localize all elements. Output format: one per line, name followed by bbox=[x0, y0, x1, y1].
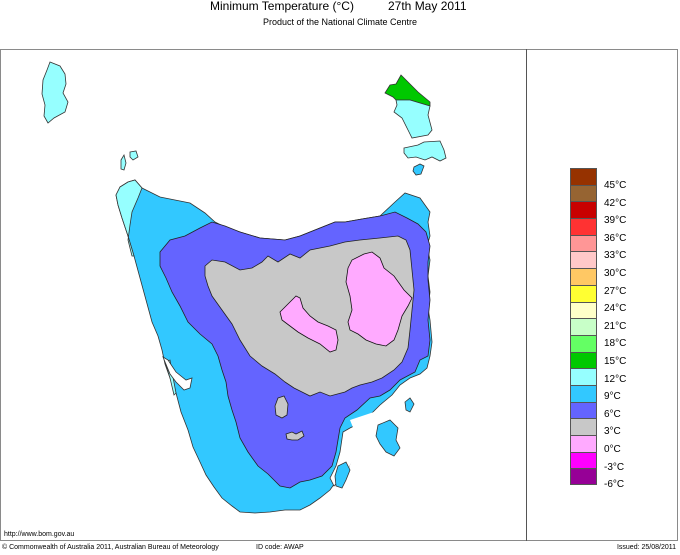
legend-swatch bbox=[570, 368, 597, 385]
legend-swatch bbox=[570, 234, 597, 252]
legend-label: -6°C bbox=[604, 479, 625, 491]
issued-date: Issued: 25/08/2011 bbox=[616, 544, 676, 551]
legend-label: 36°C bbox=[604, 232, 627, 244]
legend-color-bar bbox=[570, 168, 598, 486]
legend-swatch bbox=[570, 334, 597, 352]
legend-label: 12°C bbox=[604, 373, 627, 385]
legend-swatch bbox=[570, 218, 597, 235]
map-frame bbox=[0, 49, 678, 541]
legend-label: 18°C bbox=[604, 338, 627, 350]
king-island bbox=[41, 61, 69, 124]
legend-swatch bbox=[570, 301, 597, 319]
macquarie-harbour bbox=[162, 356, 193, 391]
legend-label: 42°C bbox=[604, 197, 627, 209]
source-url[interactable]: http://www.bom.gov.au bbox=[4, 531, 75, 538]
legend-label: 24°C bbox=[604, 303, 627, 315]
legend-swatch bbox=[570, 418, 597, 435]
legend-swatch bbox=[570, 284, 597, 302]
legend-swatch bbox=[570, 184, 597, 202]
legend-label: 39°C bbox=[604, 215, 627, 227]
legend-divider bbox=[526, 49, 527, 541]
legend-labels: 45°C 42°C 39°C 36°C 33°C 30°C 27°C 24°C … bbox=[604, 177, 626, 494]
legend-swatch bbox=[570, 168, 597, 185]
id-code: ID code: AWAP bbox=[256, 544, 304, 551]
legend-swatch bbox=[570, 384, 597, 402]
clarke-island bbox=[412, 163, 425, 176]
legend-swatch bbox=[570, 318, 597, 335]
legend-label: 27°C bbox=[604, 285, 627, 297]
copyright-notice: © Commonwealth of Australia 2011, Austra… bbox=[2, 544, 219, 551]
legend-label: 15°C bbox=[604, 355, 627, 367]
nw-islet-2 bbox=[129, 150, 139, 161]
legend-swatch bbox=[570, 251, 597, 269]
map-subtitle: Product of the National Climate Centre bbox=[262, 17, 418, 27]
legend-label: 6°C bbox=[604, 408, 621, 420]
legend-label: 9°C bbox=[604, 391, 621, 403]
legend-label: 21°C bbox=[604, 320, 627, 332]
legend-swatch bbox=[570, 468, 597, 486]
flinders-island-south bbox=[393, 99, 433, 139]
legend-label: 0°C bbox=[604, 443, 621, 455]
tasman-peninsula bbox=[375, 419, 401, 457]
zone-minus3-0-west bbox=[279, 295, 339, 353]
zone-minus3-0-east bbox=[345, 251, 413, 347]
legend-label: 3°C bbox=[604, 426, 621, 438]
northwest-9-12 bbox=[115, 179, 143, 257]
title-row: Minimum Temperature (°C) 27th May 2011 bbox=[0, 0, 680, 15]
legend-label: 45°C bbox=[604, 180, 627, 191]
zone-0-3-island-2 bbox=[285, 430, 305, 441]
legend-label: 33°C bbox=[604, 250, 627, 262]
legend-label: 30°C bbox=[604, 267, 627, 279]
cape-barren-island bbox=[403, 140, 447, 162]
legend-swatch bbox=[570, 351, 597, 369]
legend-swatch bbox=[570, 268, 597, 285]
legend-label: -3°C bbox=[604, 461, 625, 473]
legend-swatch bbox=[570, 201, 597, 219]
legend-swatch bbox=[570, 451, 597, 469]
map-title: Minimum Temperature (°C) bbox=[210, 0, 354, 13]
zone-0-3-island-1 bbox=[274, 395, 289, 419]
tasmania-map bbox=[41, 61, 447, 514]
maria-island bbox=[404, 397, 415, 413]
legend-swatch bbox=[570, 435, 597, 452]
map-date: 27th May 2011 bbox=[388, 0, 467, 13]
legend-swatch bbox=[570, 401, 597, 419]
bruny-island bbox=[334, 461, 351, 489]
nw-islet-1 bbox=[120, 153, 127, 171]
